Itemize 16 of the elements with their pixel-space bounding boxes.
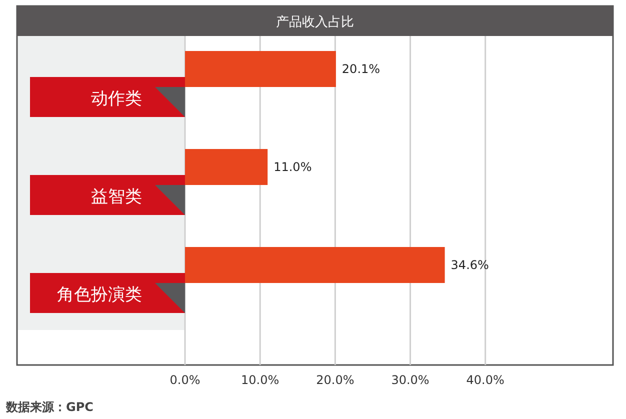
x-tick-label: 30.0% — [391, 373, 430, 387]
bar — [185, 149, 268, 185]
data-label: 34.6% — [450, 258, 489, 272]
data-label: 20.1% — [342, 62, 380, 76]
x-tick-label: 0.0% — [170, 373, 200, 387]
data-label: 11.0% — [274, 160, 312, 174]
x-tick-label: 40.0% — [466, 373, 504, 387]
bar — [185, 247, 445, 283]
x-tick-label: 10.0% — [241, 373, 280, 387]
bar — [185, 51, 336, 87]
y-tick-label: 角色扮演类 — [57, 285, 142, 305]
chart-title: 产品收入占比 — [276, 15, 354, 30]
y-tick-label: 益智类 — [91, 187, 142, 207]
y-tick-label: 动作类 — [91, 89, 142, 109]
x-tick-label: 20.0% — [316, 373, 354, 387]
source-note: 数据来源：GPC — [5, 400, 94, 414]
